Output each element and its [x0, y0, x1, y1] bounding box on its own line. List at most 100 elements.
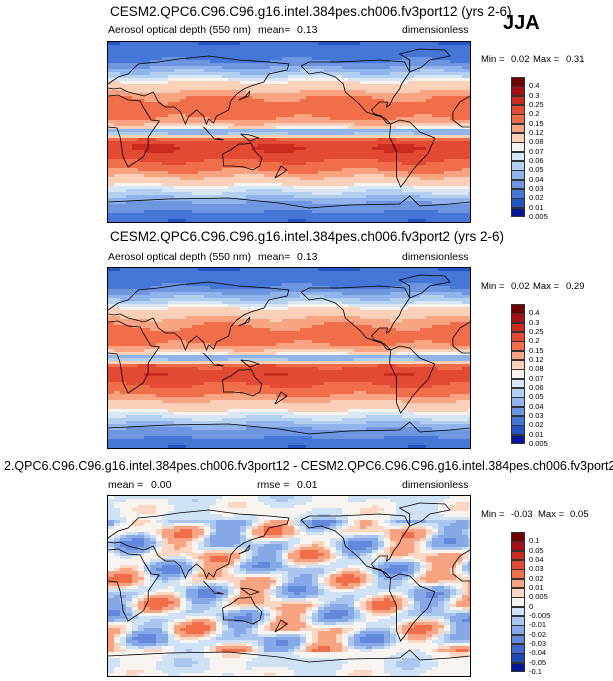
field-cell [288, 195, 295, 199]
field-cell [426, 313, 433, 317]
field-cell [462, 277, 469, 281]
field-cell [408, 69, 415, 73]
field-cell [312, 219, 319, 222]
field-cell [144, 213, 151, 217]
field-cell [276, 310, 283, 314]
field-cell [126, 84, 133, 88]
field-cell [114, 144, 121, 148]
field-cell [330, 45, 337, 49]
field-cell [378, 180, 385, 184]
field-cell [228, 198, 235, 202]
field-cell [198, 162, 205, 166]
field-cell [198, 268, 205, 272]
field-cell [210, 75, 217, 79]
field-cell [366, 51, 373, 55]
field-cell [306, 268, 313, 272]
field-cell [450, 105, 457, 109]
field-cell [120, 216, 127, 220]
field-cell [156, 144, 163, 148]
field-cell [444, 111, 451, 115]
field-cell [174, 81, 181, 85]
field-cell [372, 177, 379, 181]
field-cell [420, 156, 427, 160]
field-cell [222, 108, 229, 112]
field-cell [402, 114, 409, 118]
field-cell [156, 186, 163, 190]
field-cell [120, 138, 127, 142]
field-cell [408, 141, 415, 145]
field-cell [114, 283, 121, 287]
field-cell [132, 57, 139, 61]
field-cell [180, 66, 187, 70]
field-cell [378, 159, 385, 163]
field-cell [222, 280, 229, 284]
field-cell [366, 280, 373, 284]
field-cell [246, 60, 253, 64]
field-cell [348, 126, 355, 130]
field-cell [396, 84, 403, 88]
field-cell [324, 84, 331, 88]
field-cell [216, 48, 223, 52]
field-cell [180, 165, 187, 169]
field-cell [462, 319, 469, 323]
field-cell [270, 298, 277, 302]
field-cell [294, 54, 301, 58]
field-cell [360, 295, 367, 299]
field-cell [240, 310, 247, 314]
field-cell [312, 84, 319, 88]
field-cell [180, 81, 187, 85]
field-cell [258, 271, 265, 275]
field-cell [138, 304, 145, 308]
panel2-min-label: Min = [481, 281, 505, 292]
field-cell [306, 45, 313, 49]
field-cell [216, 268, 223, 272]
field-cell [468, 210, 470, 214]
field-cell [198, 153, 205, 157]
field-cell [228, 108, 235, 112]
field-cell [204, 117, 211, 121]
field-cell [150, 48, 157, 52]
panel2-mean-label: mean= [258, 251, 291, 263]
field-cell [186, 135, 193, 139]
field-cell [408, 87, 415, 91]
field-cell [144, 216, 151, 220]
field-cell [222, 210, 229, 214]
field-cell [312, 198, 319, 202]
field-cell [150, 168, 157, 172]
field-cell [264, 66, 271, 70]
field-cell [384, 189, 391, 193]
field-cell [108, 123, 115, 127]
field-cell [420, 186, 427, 190]
field-cell [192, 201, 199, 205]
field-cell [294, 213, 301, 217]
field-cell [354, 69, 361, 73]
field-cell [162, 186, 169, 190]
field-cell [258, 313, 265, 317]
field-cell [360, 69, 367, 73]
field-cell [198, 171, 205, 175]
field-cell [438, 84, 445, 88]
field-cell [204, 138, 211, 142]
field-cell [186, 298, 193, 302]
field-cell [288, 75, 295, 79]
field-cell [396, 304, 403, 308]
field-cell [312, 174, 319, 178]
field-cell [156, 150, 163, 154]
field-cell [462, 322, 469, 326]
field-cell [342, 174, 349, 178]
field-cell [360, 60, 367, 64]
field-cell [468, 120, 470, 124]
field-cell [216, 292, 223, 296]
field-cell [396, 292, 403, 296]
field-cell [432, 171, 439, 175]
field-cell [210, 114, 217, 118]
field-cell [408, 189, 415, 193]
field-cell [384, 325, 391, 329]
field-cell [402, 84, 409, 88]
field-cell [312, 54, 319, 58]
field-cell [300, 150, 307, 154]
field-cell [312, 301, 319, 305]
field-cell [234, 286, 241, 290]
field-cell [216, 192, 223, 196]
field-cell [324, 301, 331, 305]
